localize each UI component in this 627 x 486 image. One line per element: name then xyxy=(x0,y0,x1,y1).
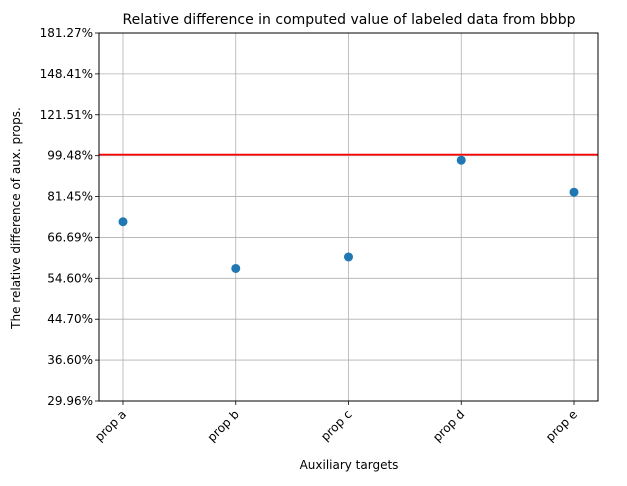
data-point xyxy=(344,252,353,262)
x-tick-label: prop b xyxy=(205,407,242,444)
chart-title: Relative difference in computed value of… xyxy=(123,12,576,28)
y-tick-label: 148.41% xyxy=(40,67,93,81)
x-axis-label: Auxiliary targets xyxy=(300,458,399,472)
y-tick-label: 121.51% xyxy=(40,108,93,122)
y-axis-label: The relative difference of aux. props. xyxy=(9,107,23,330)
data-point xyxy=(456,155,466,165)
x-tick-label: prop d xyxy=(430,407,467,444)
y-tick-label: 36.60% xyxy=(47,353,93,367)
data-point xyxy=(118,217,128,227)
y-tick-label: 99.48% xyxy=(47,149,93,163)
y-tick-label: 44.70% xyxy=(47,312,93,326)
y-tick-label: 29.96% xyxy=(47,394,93,408)
data-point xyxy=(569,187,579,197)
data-point xyxy=(231,263,241,273)
y-tick-label: 81.45% xyxy=(47,190,93,204)
data-points xyxy=(118,155,579,273)
x-tick-label: prop c xyxy=(318,407,355,444)
y-tick-label: 66.69% xyxy=(47,230,93,244)
y-tick-label: 54.60% xyxy=(47,271,93,285)
grid xyxy=(99,32,598,402)
y-tick-label: 181.27% xyxy=(40,26,93,40)
x-axis: prop a prop b prop c prop d prop e xyxy=(92,401,580,444)
x-tick-label: prop a xyxy=(92,407,129,444)
y-axis: 29.96% 36.60% 44.70% 54.60% 66.69% 81.45% 99.4… xyxy=(40,26,99,408)
x-tick-label: prop e xyxy=(543,407,580,444)
